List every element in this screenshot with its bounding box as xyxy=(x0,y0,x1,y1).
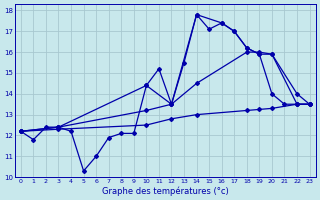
X-axis label: Graphe des températures (°c): Graphe des températures (°c) xyxy=(102,186,228,196)
